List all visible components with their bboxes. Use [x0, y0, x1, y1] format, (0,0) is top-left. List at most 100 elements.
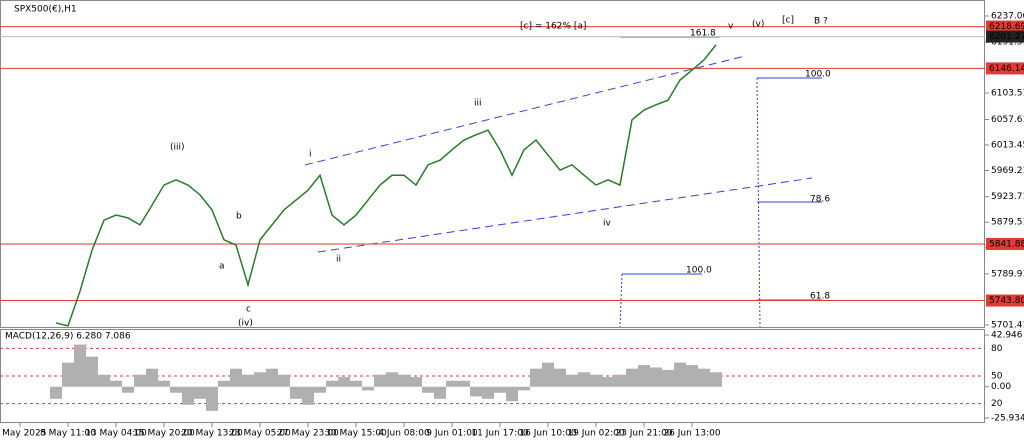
y2-tick-label: 50 — [991, 372, 1003, 382]
level-label: 6146.14 — [989, 64, 1024, 74]
macd-bar — [674, 362, 686, 387]
x-tick-label: 27 May 23:00 — [277, 429, 339, 439]
macd-bar — [170, 386, 182, 393]
macd-bar — [686, 365, 698, 387]
macd-bar — [50, 386, 62, 399]
wave-label: ii — [336, 255, 341, 265]
wave-label: (v) — [752, 20, 764, 30]
macd-bar — [542, 362, 554, 387]
fib-line — [756, 77, 761, 328]
fib-label: 100.0 — [805, 70, 831, 80]
macd-bar — [314, 386, 326, 393]
macd-bar — [410, 377, 422, 387]
macd-bar — [182, 386, 194, 405]
macd-bar — [218, 380, 230, 387]
macd-bar — [434, 386, 446, 399]
macd-bar — [290, 386, 302, 399]
fib-line — [619, 273, 623, 328]
x-tick-label: 23 Jun 21:00 — [615, 429, 672, 439]
macd-bar — [518, 386, 530, 391]
wave-label: iii — [474, 99, 482, 109]
macd-bar — [98, 374, 110, 387]
macd-bar — [662, 369, 674, 387]
macd-bar — [494, 386, 506, 393]
macd-bar — [626, 368, 638, 387]
x-tick-label: 26 Jun 13:00 — [663, 429, 720, 439]
macd-bar — [386, 372, 398, 387]
macd-bar — [422, 386, 434, 393]
macd-bar — [458, 380, 470, 387]
wave-label: iv — [603, 219, 612, 229]
x-tick-label: 8 May 11:00 — [40, 429, 96, 439]
macd-bar — [86, 356, 98, 387]
channel-line — [317, 177, 813, 253]
macd-bar — [710, 372, 722, 387]
level-box — [986, 237, 1024, 250]
wave-label: b — [236, 212, 242, 222]
macd-bar — [110, 380, 122, 387]
macd-bar — [134, 374, 146, 387]
macd-bar — [206, 386, 218, 411]
macd-bar — [398, 374, 410, 387]
wave-label: v — [728, 22, 734, 32]
macd-bar — [506, 386, 518, 402]
fib-label: 100.0 — [686, 266, 712, 276]
y-tick-label: 5969.21 — [991, 166, 1024, 176]
x-tick-label: 13 May 04:00 — [85, 429, 147, 439]
x-tick-label: 4 Jun 08:00 — [378, 429, 430, 439]
x-tick-label: 5 May 2025 — [0, 429, 46, 439]
wave-label: c — [246, 305, 251, 315]
wave-label: i — [309, 150, 312, 160]
x-tick-label: 9 Jun 01:00 — [426, 429, 478, 439]
macd-bar — [254, 372, 266, 387]
x-tick-label: 19 Jun 02:00 — [567, 429, 624, 439]
current-price-box — [986, 30, 1024, 43]
y-tick-label: 42.946 — [991, 331, 1023, 341]
macd-bar — [158, 380, 170, 387]
macd-bar — [638, 365, 650, 387]
macd-bar — [146, 368, 158, 387]
y-tick-label: 6191.51 — [991, 38, 1024, 48]
macd-bar — [74, 344, 86, 387]
macd-bar — [698, 368, 710, 387]
level-box — [986, 294, 1024, 307]
level-box — [986, 20, 1024, 33]
y2-tick-label: 20 — [991, 399, 1003, 409]
x-tick-label: 15 May 20:00 — [133, 429, 195, 439]
x-tick-label: 20 May 13:00 — [181, 429, 243, 439]
y-tick-label: 6057.61 — [991, 115, 1024, 125]
macd-bar — [470, 386, 482, 397]
macd-bar — [302, 386, 314, 405]
macd-bar — [266, 368, 278, 387]
macd-bar — [482, 386, 494, 399]
macd-bar — [278, 374, 290, 387]
macd-bar — [554, 368, 566, 387]
x-tick-label: 16 Jun 10:00 — [519, 429, 576, 439]
macd-bar — [566, 374, 578, 387]
y-tick-label: 5879.51 — [991, 218, 1024, 228]
channel-line — [304, 55, 746, 166]
macd-bar — [122, 386, 134, 393]
y-tick-label: 5701.41 — [991, 321, 1024, 331]
fib-label: 161.8 — [690, 29, 716, 39]
macd-bar — [326, 380, 338, 387]
current-price-label: 6201.27 — [989, 32, 1024, 42]
x-tick-label: 23 May 05:00 — [229, 429, 291, 439]
y-tick-label: 6013.45 — [991, 140, 1024, 150]
wave-label: [c] = 162% [a] — [520, 22, 586, 32]
macd-bar — [590, 374, 602, 387]
level-label: 5743.80 — [989, 296, 1024, 306]
chart-title: SPX500(€),H1 — [14, 5, 77, 15]
macd-bar — [578, 372, 590, 387]
y-tick-label: -25.934 — [991, 414, 1024, 424]
y-tick-label: 6103.51 — [991, 89, 1024, 99]
macd-bar — [614, 374, 626, 387]
wave-label: [c] — [782, 16, 794, 26]
y-tick-label: 5923.71 — [991, 192, 1024, 202]
macd-title: MACD(12,26,9) 6.280 7.086 — [5, 332, 131, 342]
price-line — [55, 44, 717, 327]
macd-bar — [362, 386, 374, 391]
x-tick-label: 30 May 15:00 — [325, 429, 387, 439]
macd-bar — [350, 380, 362, 387]
